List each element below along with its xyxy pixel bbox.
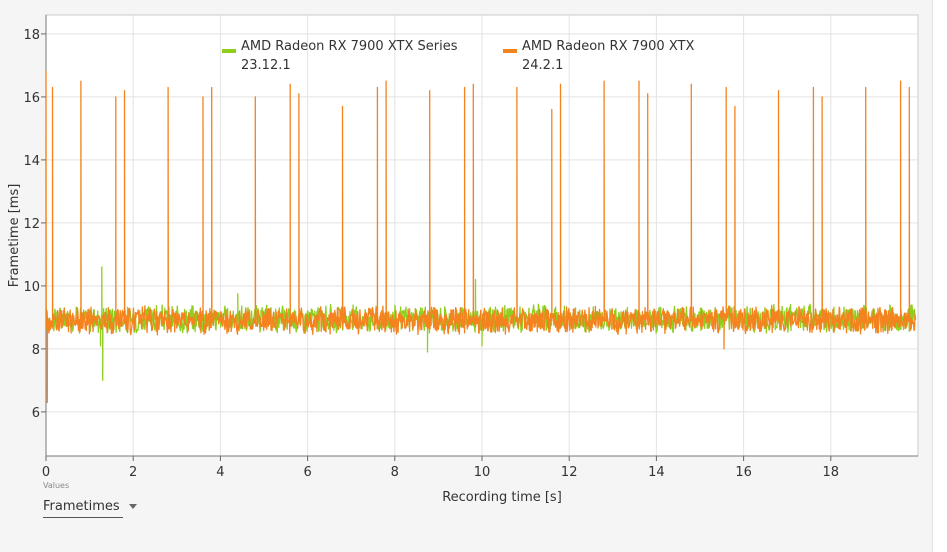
y-tick-label: 6 — [32, 406, 40, 421]
y-tick-label: 10 — [23, 280, 40, 295]
y-tick-label: 12 — [23, 217, 40, 232]
x-tick-label: 6 — [303, 465, 311, 480]
legend-label-1: 23.12.1 — [241, 58, 291, 73]
x-tick-label: 16 — [735, 465, 752, 480]
x-tick-label: 4 — [216, 465, 224, 480]
x-tick-label: 10 — [474, 465, 491, 480]
values-dropdown-widget: Values Frametimes — [43, 481, 137, 518]
x-tick-label: 12 — [561, 465, 578, 480]
legend-swatch-2 — [503, 49, 517, 53]
values-dropdown[interactable]: Frametimes — [43, 495, 137, 518]
values-selected-label: Frametimes — [43, 498, 120, 514]
series-line-2 — [46, 71, 917, 404]
scrollbar-track[interactable] — [932, 0, 947, 552]
x-tick-label: 18 — [823, 465, 840, 480]
x-tick-label: 2 — [129, 465, 137, 480]
x-tick-label: 14 — [648, 465, 665, 480]
y-tick-label: 18 — [23, 28, 40, 43]
legend-label-1: AMD Radeon RX 7900 XTX Series — [241, 39, 458, 54]
legend-swatch-1 — [222, 49, 236, 53]
y-axis-label: Frametime [ms] — [7, 184, 22, 288]
legend-label-2: 24.2.1 — [522, 58, 563, 73]
x-axis-label: Recording time [s] — [442, 490, 562, 505]
y-tick-label: 14 — [23, 154, 40, 169]
x-tick-label: 8 — [391, 465, 399, 480]
values-caption: Values — [43, 481, 70, 490]
y-tick-label: 16 — [23, 91, 40, 106]
chevron-down-icon — [128, 503, 137, 509]
x-tick-label: 0 — [42, 465, 50, 480]
legend-label-2: AMD Radeon RX 7900 XTX — [522, 39, 694, 54]
y-tick-label: 8 — [32, 343, 40, 358]
